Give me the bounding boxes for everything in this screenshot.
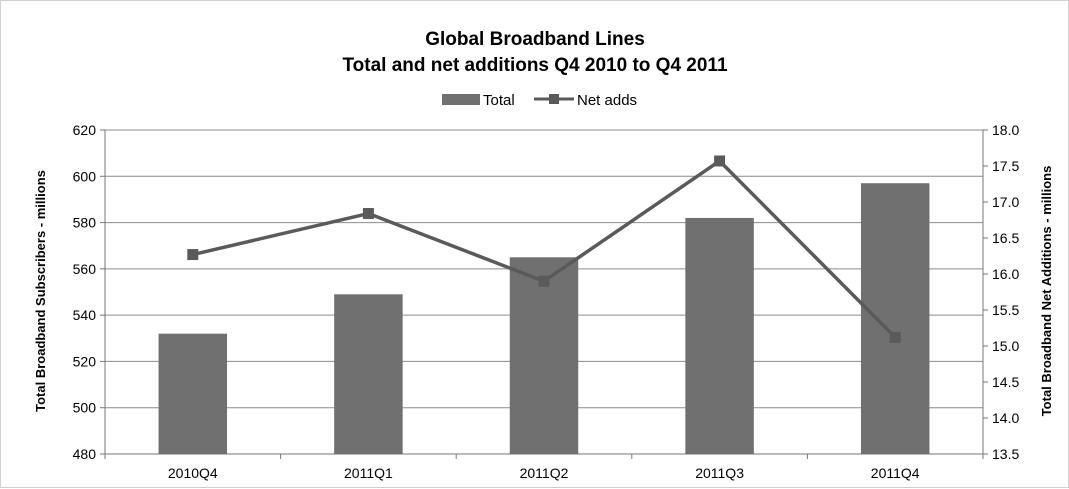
point-net-adds [889, 331, 901, 343]
y2-tick-label: 18.0 [992, 122, 1019, 138]
x-tick-label: 2011Q4 [871, 465, 920, 481]
y-tick-label: 540 [73, 307, 97, 323]
legend-label-total: Total [483, 92, 515, 109]
point-net-adds [538, 275, 550, 287]
y2-tick-label: 13.5 [992, 446, 1019, 462]
y2-tick-label: 16.0 [992, 266, 1019, 282]
y2-tick-label: 17.0 [992, 194, 1019, 210]
x-tick-label: 2010Q4 [168, 465, 218, 481]
point-net-adds [714, 155, 726, 167]
legend-label-net-adds: Net adds [577, 92, 637, 109]
point-net-adds [187, 249, 199, 261]
y-tick-label: 620 [73, 122, 97, 138]
y-tick-label: 480 [73, 446, 97, 462]
y-tick-label: 560 [73, 261, 97, 277]
y-axis-title: Total Broadband Subscribers - millions [33, 170, 48, 412]
y2-tick-label: 16.5 [992, 230, 1019, 246]
y2-tick-label: 14.0 [992, 410, 1019, 426]
bar-total [158, 333, 228, 454]
point-net-adds [362, 208, 374, 220]
x-tick-label: 2011Q2 [520, 465, 569, 481]
legend-swatch-total [442, 94, 480, 105]
y2-tick-label: 14.5 [992, 374, 1019, 390]
y-tick-label: 520 [73, 353, 97, 369]
y2-tick-label: 17.5 [992, 158, 1019, 174]
y2-tick-label: 15.0 [992, 338, 1019, 354]
chart-subtitle: Total and net additions Q4 2010 to Q4 20… [342, 55, 727, 76]
bar-total [509, 257, 579, 454]
plot-area: 480 500 520 540 560 580 600 620 13.5 14.0 14.5 15.0… [73, 122, 1020, 481]
legend-marker-net-adds [549, 94, 559, 104]
x-tick-label: 2011Q3 [695, 465, 744, 481]
y-tick-label: 600 [73, 168, 97, 184]
y-tick-label: 580 [73, 215, 97, 231]
bar-total [334, 294, 403, 454]
y2-tick-label: 15.5 [992, 302, 1019, 318]
bar-total [685, 217, 754, 454]
y2-axis-title: Total Broadband Net Additions - millions [1039, 166, 1054, 417]
chart-title: Global Broadband Lines [425, 29, 645, 50]
x-tick-label: 2011Q1 [344, 465, 393, 481]
bar-total [860, 183, 930, 454]
legend: Total Net adds [442, 92, 637, 109]
y-tick-label: 500 [73, 400, 97, 416]
